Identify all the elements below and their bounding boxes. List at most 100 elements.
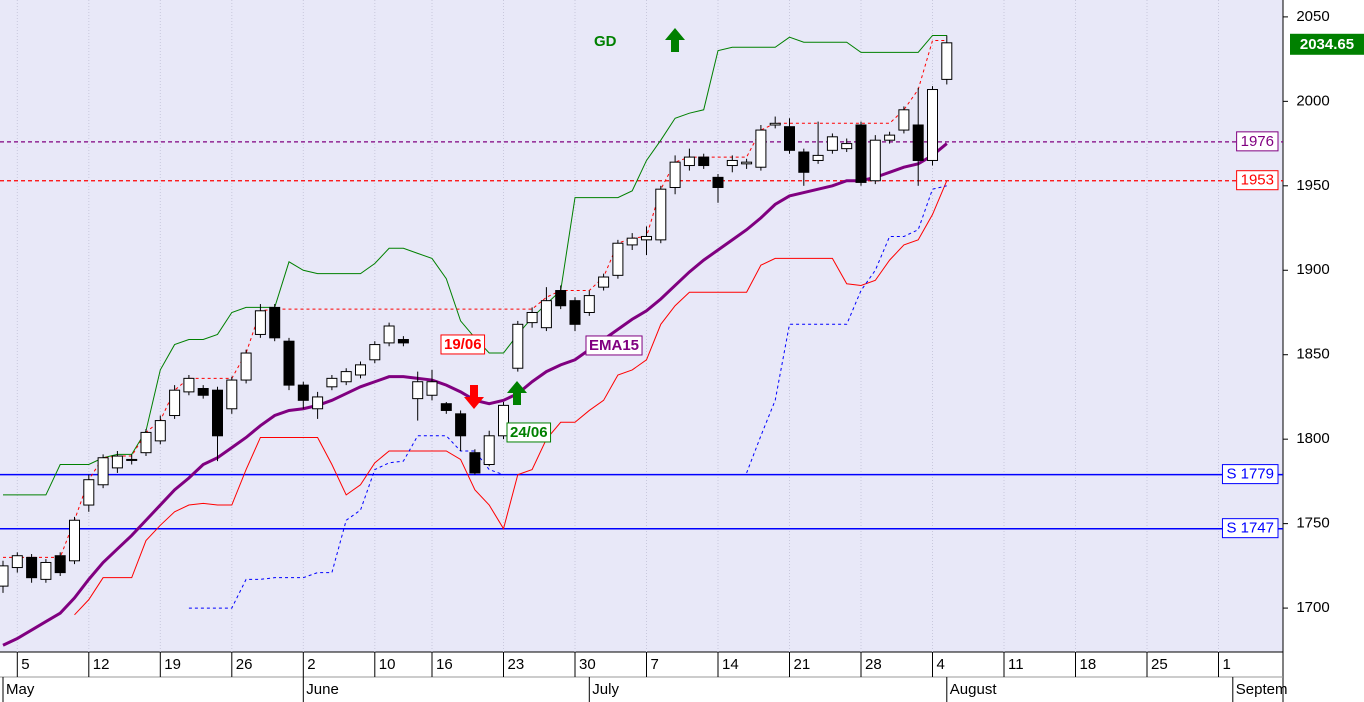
y-tick-label: 1850	[1296, 346, 1329, 363]
candle-body	[83, 479, 95, 506]
x-tick-label: 30	[579, 656, 596, 673]
x-tick-label: 10	[379, 656, 396, 673]
level-label: 1953	[1241, 172, 1274, 189]
candle-body	[269, 306, 281, 339]
candle-body	[641, 235, 652, 241]
y-tick-label: 1950	[1296, 177, 1329, 194]
annotation: GD	[594, 33, 617, 50]
candle-body	[469, 452, 481, 474]
candle-body	[326, 377, 338, 388]
month-label: Septem	[1236, 681, 1288, 698]
candle-body	[855, 124, 867, 183]
y-tick-label: 1900	[1296, 261, 1329, 278]
candle-body	[612, 242, 624, 276]
indicator-line	[746, 185, 947, 474]
month-label: August	[950, 681, 998, 698]
candle-body	[397, 339, 409, 344]
candle-body	[212, 389, 223, 437]
signal-arrow	[464, 385, 484, 409]
candle-body	[154, 420, 166, 442]
candle-body	[111, 455, 123, 469]
candle-body	[698, 156, 710, 167]
x-tick-label: 14	[722, 656, 739, 673]
x-tick-label: 16	[436, 656, 453, 673]
candle-body	[297, 384, 309, 401]
candle-body	[254, 310, 266, 335]
x-tick-label: 21	[794, 656, 811, 673]
x-tick-label: 1	[1223, 656, 1231, 673]
candle-body	[169, 389, 181, 417]
x-tick-label: 7	[651, 656, 659, 673]
candle-body	[11, 555, 23, 569]
candle-body	[0, 565, 9, 587]
annotation-box	[506, 422, 552, 443]
y-tick-label: 1700	[1296, 599, 1329, 616]
annotation: 24/06	[510, 424, 548, 441]
candle-body	[426, 381, 438, 396]
candle-body	[540, 300, 552, 329]
candle-body	[498, 404, 509, 437]
x-tick-label: 23	[508, 656, 525, 673]
candle-body	[183, 377, 195, 393]
month-label: July	[592, 681, 619, 698]
x-tick-label: 25	[1151, 656, 1168, 673]
candle-body	[126, 458, 138, 461]
x-tick-label: 2	[307, 656, 315, 673]
y-tick-label: 1750	[1296, 515, 1329, 532]
x-tick-label: 12	[93, 656, 110, 673]
candle-body	[54, 555, 66, 574]
candle-body	[240, 352, 252, 381]
candle-body	[412, 381, 424, 400]
candle-body	[869, 139, 881, 182]
candle-body	[440, 403, 452, 411]
candle-body	[812, 154, 824, 161]
candle-body	[369, 344, 381, 361]
candle-body	[383, 325, 395, 344]
level-label-box	[1236, 131, 1279, 152]
candle-body	[140, 431, 152, 454]
x-tick-label: 26	[236, 656, 253, 673]
candle-body	[769, 122, 781, 126]
candle-body	[197, 387, 209, 396]
candle-body	[555, 290, 567, 307]
level-label-box	[1221, 518, 1279, 539]
candle-body	[69, 519, 80, 562]
candle-body	[226, 379, 238, 410]
candle-body	[683, 156, 695, 167]
candle-body	[97, 457, 109, 486]
y-tick-label: 2050	[1296, 8, 1329, 25]
candle-body	[340, 371, 352, 383]
y-tick-label: 2000	[1296, 92, 1329, 109]
candle-body	[755, 129, 767, 168]
candle-body	[898, 109, 910, 131]
signal-arrow	[507, 381, 527, 405]
candle-body	[569, 300, 581, 325]
candle-body	[941, 42, 953, 80]
month-label: May	[6, 681, 35, 698]
x-tick-label: 5	[21, 656, 29, 673]
level-label: 1976	[1241, 133, 1274, 150]
y-tick-label: 1800	[1296, 430, 1329, 447]
candle-body	[655, 188, 667, 241]
candle-body	[927, 89, 938, 161]
candle-body	[26, 556, 38, 579]
candle-body	[526, 311, 538, 324]
candle-body	[712, 176, 724, 188]
candle-body	[798, 151, 810, 173]
candle-body	[312, 396, 324, 410]
candle-body	[483, 435, 495, 466]
annotation-box	[440, 334, 486, 355]
series-label-box	[585, 335, 643, 356]
indicator-line	[74, 180, 948, 616]
x-tick-label: 18	[1080, 656, 1097, 673]
x-tick-label: 4	[937, 656, 945, 673]
candle-body	[841, 143, 853, 150]
series-label: EMA15	[589, 337, 639, 354]
last-price: 2034.65	[1300, 36, 1354, 53]
candle-body	[884, 134, 896, 141]
candle-body	[741, 161, 753, 165]
candle-body	[598, 276, 610, 288]
x-tick-label: 28	[865, 656, 882, 673]
candle-body	[626, 237, 638, 246]
